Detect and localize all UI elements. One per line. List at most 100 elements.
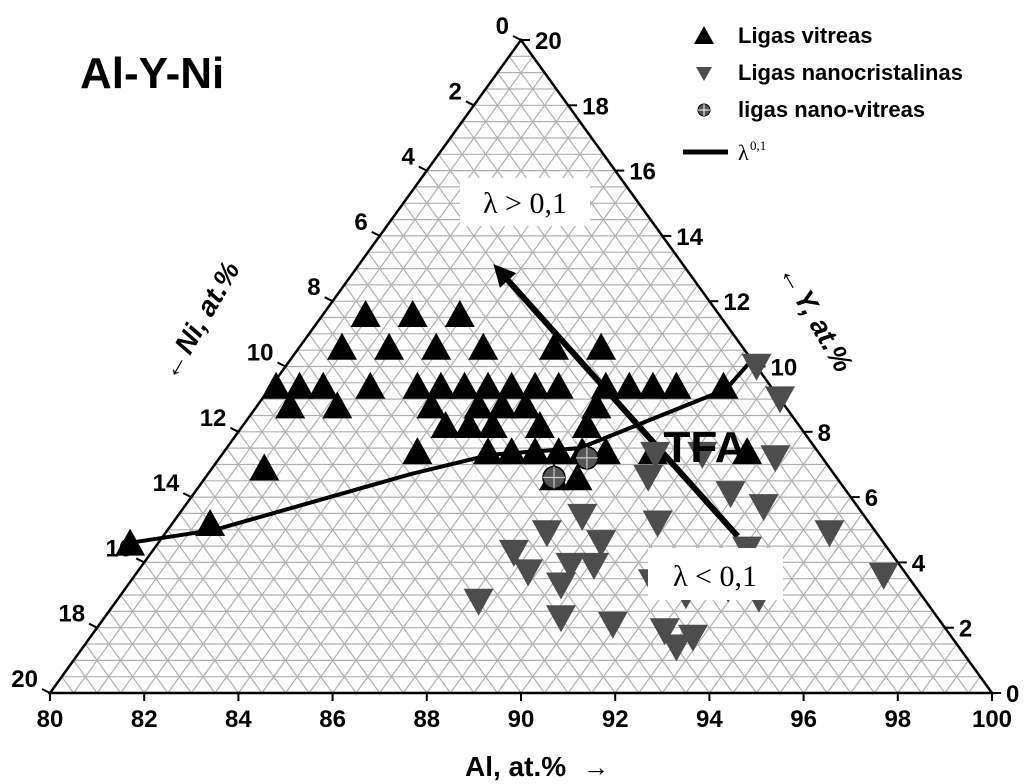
lambda-high-label: λ > 0,1 — [483, 187, 567, 220]
right-tick-label: 0 — [1006, 681, 1019, 708]
point-nanocristalinas — [640, 441, 671, 469]
point-vitreas — [454, 411, 485, 438]
legend-label-lambda: λ — [738, 140, 749, 165]
grid-lines — [61, 55, 981, 694]
grid-line-ni — [167, 529, 286, 694]
point-vitreas — [444, 300, 475, 327]
grid-line-al — [544, 382, 769, 694]
point-vitreas — [524, 411, 555, 438]
point-nano-vitreas — [542, 465, 566, 490]
legend-marker-triangle-down — [696, 67, 712, 81]
point-vitreas — [543, 371, 574, 399]
point-nanocristalinas — [748, 494, 779, 522]
grid-line-ni — [285, 366, 522, 694]
point-vitreas — [473, 437, 503, 465]
point-nanocristalinas — [579, 552, 609, 580]
point-vitreas — [350, 300, 381, 327]
point-nanocristalinas — [597, 611, 628, 639]
right-tick-label: 10 — [771, 355, 798, 382]
bottom-tick-label: 82 — [131, 706, 158, 733]
grid-line-ni — [179, 513, 310, 694]
point-vitreas — [539, 332, 569, 360]
grid-line-ni — [143, 562, 239, 694]
tfa-label: TFA — [663, 423, 746, 472]
point-vitreas — [520, 437, 551, 465]
point-nanocristalinas — [498, 539, 529, 567]
grid-line-al — [73, 55, 534, 694]
grid-line-al — [826, 578, 911, 694]
point-nano-vitreas — [575, 446, 599, 470]
right-tick-label: 12 — [723, 289, 750, 316]
right-tick-label: 20 — [535, 28, 562, 55]
grid-line-ni — [202, 480, 357, 694]
grid-line-al — [496, 349, 746, 694]
bottom-tick-label: 80 — [37, 706, 64, 733]
point-nanocristalinas — [642, 510, 673, 538]
point-vitreas — [430, 411, 461, 438]
left-tick-label: 14 — [153, 470, 180, 497]
point-vitreas — [477, 411, 508, 438]
point-vitreas — [374, 332, 405, 360]
bottom-axis-title: Al, at.% → — [465, 751, 609, 782]
point-vitreas — [195, 509, 226, 536]
point-nanocristalinas — [555, 552, 586, 580]
point-vitreas — [571, 411, 602, 438]
legend-label-nanocristalinas: Ligas nanocristalinas — [738, 60, 963, 85]
right-tick-label: 2 — [959, 616, 972, 643]
point-nanocristalinas — [814, 520, 845, 548]
grid-line-ni — [249, 415, 451, 694]
point-vitreas — [581, 391, 612, 419]
lambda-low-label: λ < 0,1 — [673, 560, 757, 593]
left-tick-label: 6 — [354, 209, 367, 236]
grid-line-al — [732, 513, 863, 694]
point-vitreas — [590, 371, 621, 399]
grid-line-al — [920, 643, 958, 694]
point-vitreas — [249, 453, 280, 481]
bottom-tick-label: 92 — [602, 706, 629, 733]
point-vitreas — [402, 437, 433, 465]
point-vitreas — [463, 391, 494, 419]
grid-line-al — [379, 268, 687, 694]
left-tick — [277, 361, 286, 368]
grid-line-ni — [108, 611, 169, 694]
point-nanocristalinas — [868, 562, 899, 590]
grid-line-ni — [84, 643, 122, 694]
legend-label-lambda-sup: 0,1 — [750, 138, 766, 153]
bottom-tick-label: 86 — [319, 706, 346, 733]
right-tick-label: 18 — [582, 93, 609, 120]
point-nanocristalinas — [531, 520, 562, 548]
point-vitreas — [510, 391, 541, 419]
bottom-tick-label: 88 — [413, 706, 440, 733]
grid-line-al — [850, 594, 922, 694]
left-tick — [88, 622, 98, 629]
left-tick-label: 0 — [496, 13, 509, 40]
bottom-tick-label: 100 — [972, 706, 1012, 733]
point-nanocristalinas — [765, 386, 795, 414]
grid-line-ni — [131, 578, 216, 694]
left-tick-label: 4 — [401, 144, 415, 171]
point-vitreas — [397, 300, 428, 327]
bottom-tick-label: 94 — [696, 706, 723, 733]
bottom-tick-label: 96 — [790, 706, 817, 733]
point-nanocristalinas — [661, 634, 692, 662]
left-tick — [418, 165, 428, 172]
point-vitreas — [661, 371, 692, 399]
right-tick-label: 14 — [676, 224, 703, 251]
grid-line-al — [473, 333, 734, 694]
bottom-tick-label: 98 — [884, 706, 911, 733]
grid-line-al — [897, 627, 946, 694]
point-vitreas — [496, 371, 527, 399]
grid-line-ni — [61, 676, 75, 694]
annotations: λ > 0,1 λ < 0,1 TFA Al-Y-Ni — [80, 49, 783, 600]
grid-line-ni — [96, 627, 145, 694]
left-tick — [512, 35, 522, 41]
grid-line-al — [873, 611, 934, 694]
lambda-low-box — [648, 548, 783, 600]
point-vitreas — [487, 391, 518, 419]
point-vitreas — [543, 437, 574, 465]
point-vitreas — [421, 332, 452, 360]
grid-line-ni — [308, 333, 569, 694]
point-vitreas — [468, 332, 499, 360]
bottom-axis-arrow: → — [583, 752, 609, 782]
